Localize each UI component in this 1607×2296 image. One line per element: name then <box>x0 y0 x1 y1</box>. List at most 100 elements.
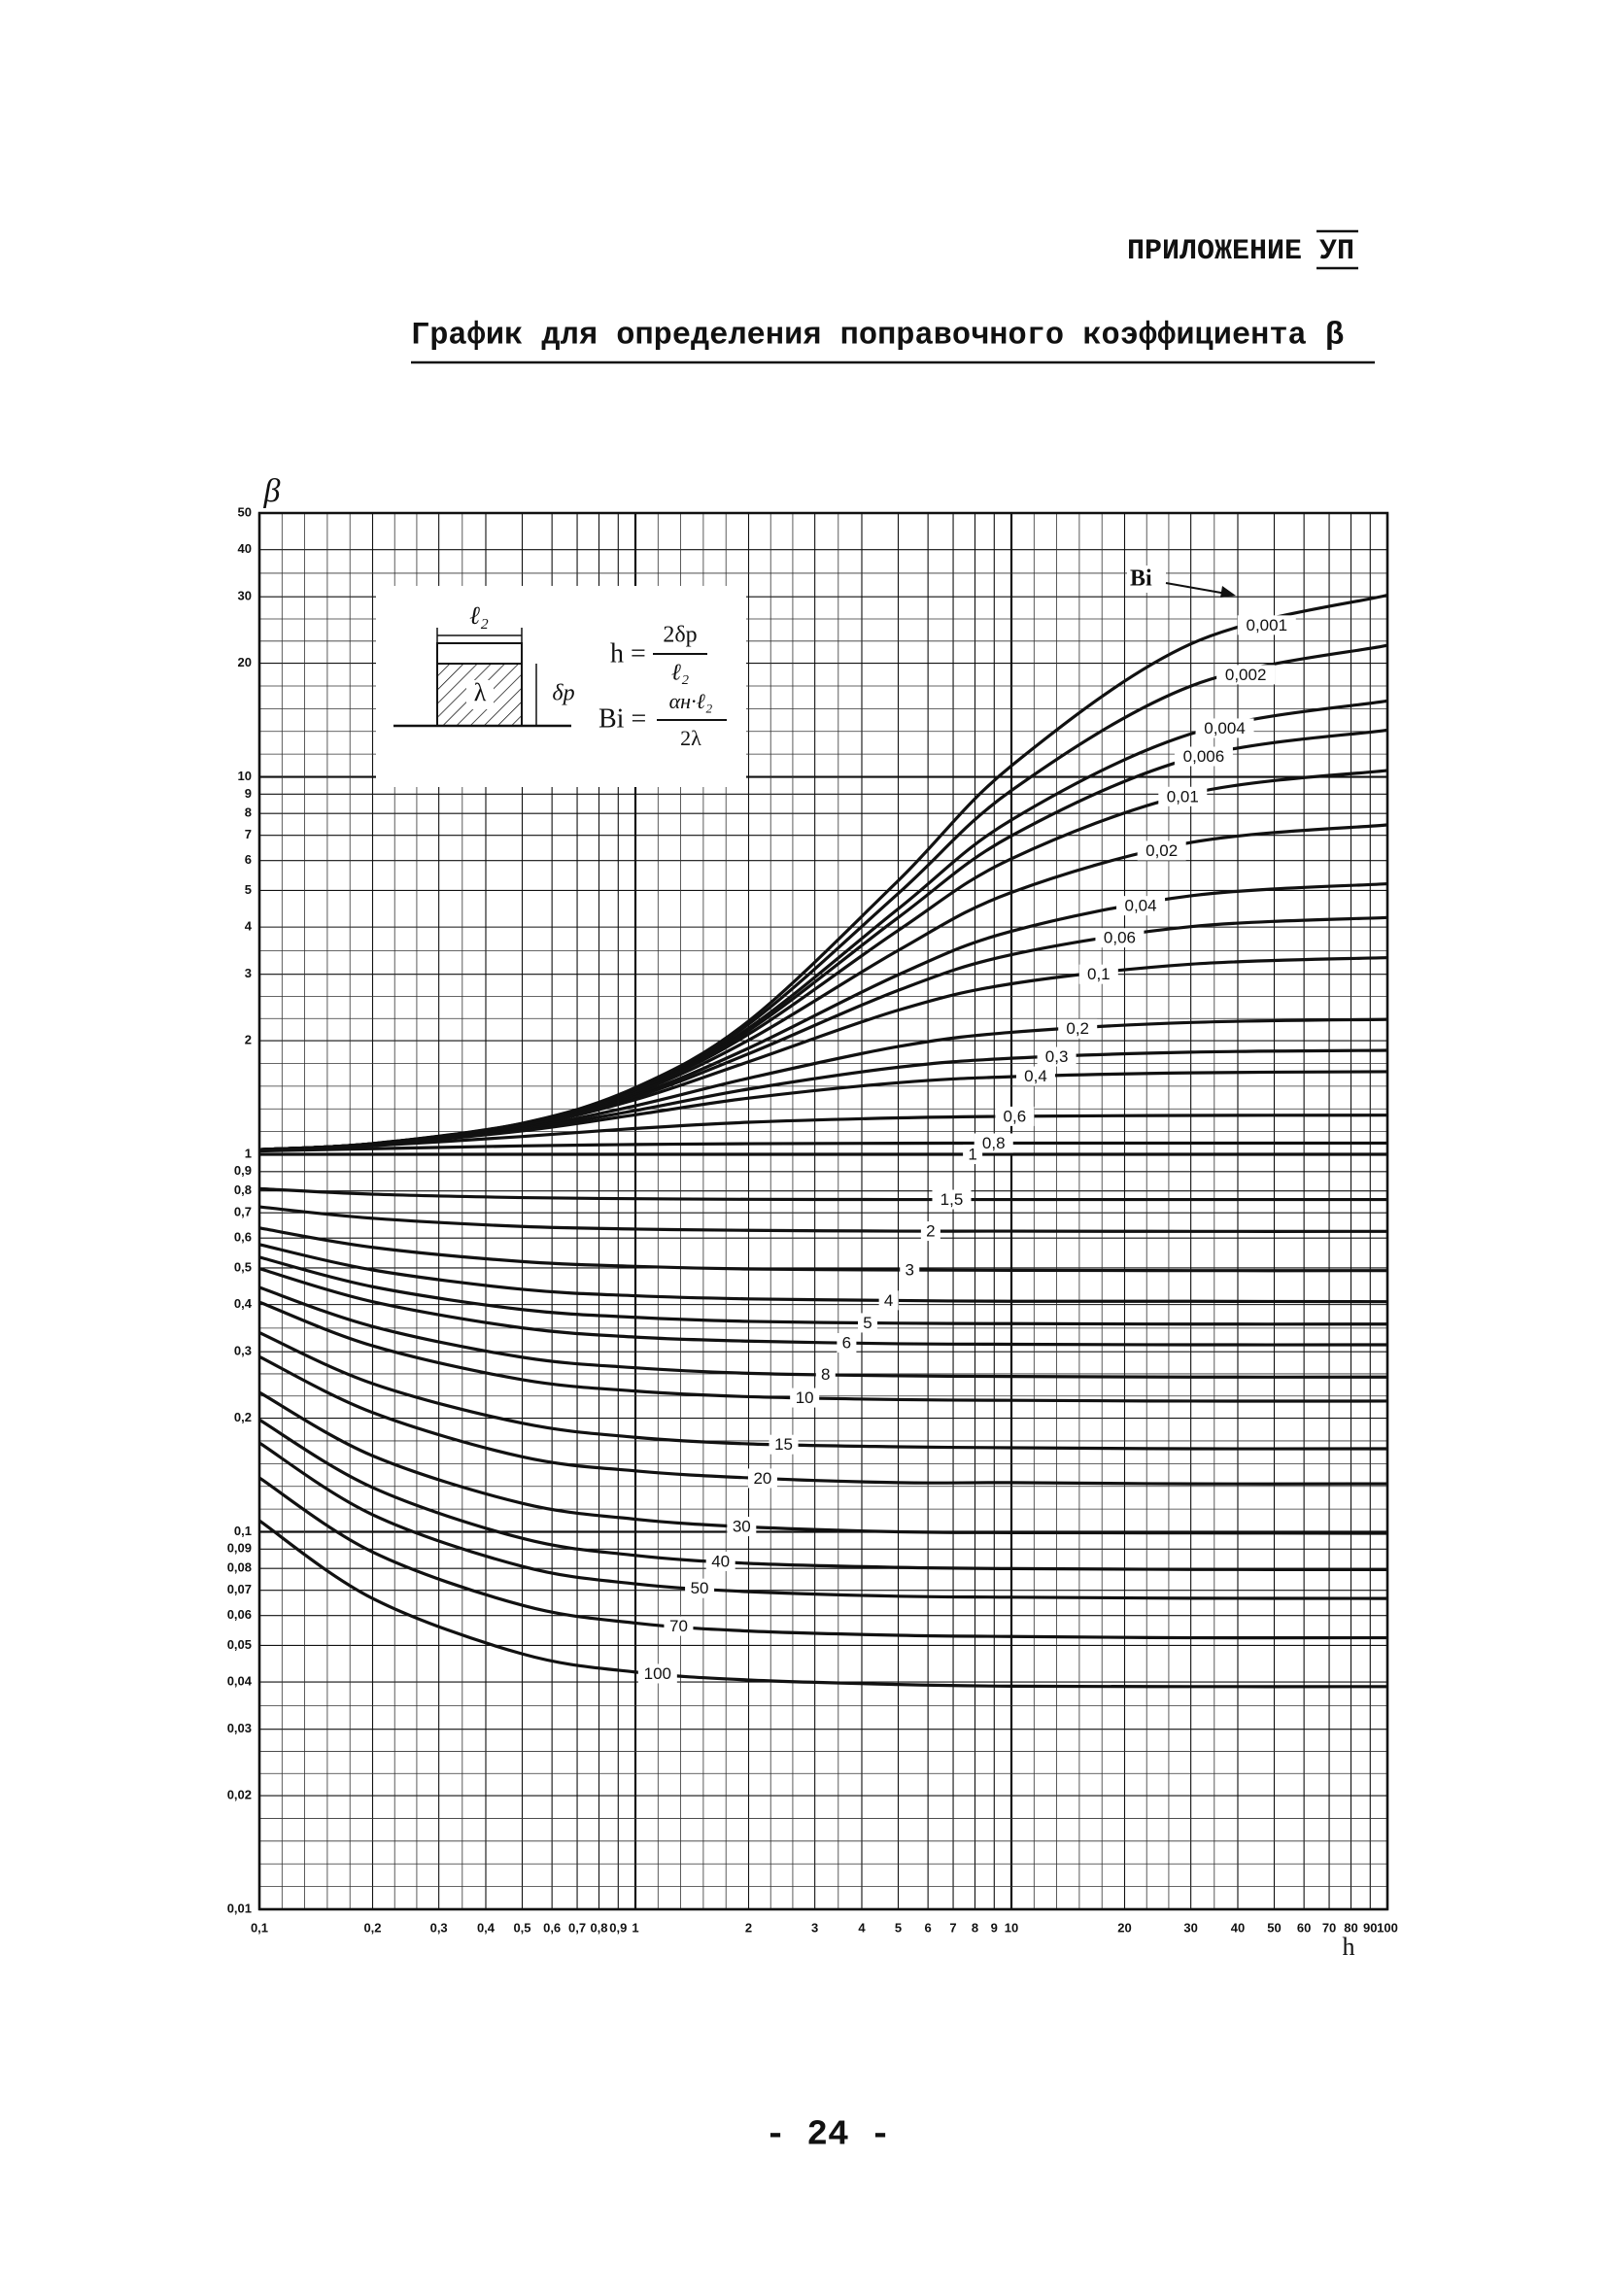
y-tick-label: 8 <box>245 805 252 820</box>
y-tick-label: 0,9 <box>234 1163 252 1178</box>
label-bg <box>769 1434 799 1455</box>
y-tick-label: 2 <box>245 1033 252 1047</box>
x-tick-label: 0,6 <box>543 1920 561 1935</box>
x-axis-label: h <box>1343 1933 1355 1961</box>
formula-bi-lhs: Bi = <box>598 703 646 734</box>
y-tick-label: 0,2 <box>234 1410 252 1424</box>
curve <box>258 1070 1388 1151</box>
curve <box>258 1476 1388 1640</box>
label-bg <box>974 1133 1013 1153</box>
curve <box>258 1226 1388 1273</box>
label-bg <box>1195 718 1254 738</box>
y-axis-label: β <box>263 473 281 509</box>
curve-label: 8 <box>821 1365 830 1384</box>
label-bg <box>1037 1046 1077 1067</box>
label-bg <box>920 1221 940 1242</box>
y-tick-label: 0,3 <box>234 1344 252 1358</box>
curve <box>258 1267 1388 1347</box>
x-tick-label: 3 <box>811 1920 818 1935</box>
x-tick-label: 0,5 <box>513 1920 530 1935</box>
inset: ℓ₂ λ δр h = 2δр ℓ₂ Bi = αн·ℓ₂ 2λ <box>376 586 746 787</box>
y-tick-label: 10 <box>238 769 252 783</box>
label-bg <box>1237 615 1296 635</box>
x-tick-label: 7 <box>949 1920 956 1935</box>
curve-labels: 0,001 0,002 0,004 0,006 0,01 0,02 0,04 0,06 0,1 0… <box>637 615 1296 1684</box>
formula-h-lhs: h = <box>610 638 646 668</box>
y-tick-label: 0,01 <box>227 1901 252 1915</box>
curve <box>258 1114 1388 1152</box>
curve-label: 70 <box>669 1617 688 1635</box>
title: График для определения поправочного коэф… <box>411 317 1344 353</box>
curve-label: 0,001 <box>1246 616 1287 634</box>
label-bg <box>1127 565 1166 593</box>
curve-label: 40 <box>711 1552 730 1570</box>
label-bg <box>727 1517 757 1537</box>
label-bg <box>790 1388 820 1408</box>
curve-label: 30 <box>733 1518 751 1536</box>
curve <box>258 1519 1388 1689</box>
y-tick-label: 0,07 <box>227 1582 252 1596</box>
y-tick-label: 0,03 <box>227 1721 252 1735</box>
y-tick-label: 0,6 <box>234 1230 252 1245</box>
y-tick-label: 40 <box>238 541 252 556</box>
x-tick-label: 100 <box>1377 1920 1398 1935</box>
curve <box>258 1205 1388 1233</box>
curve-label: 4 <box>884 1291 893 1310</box>
curve <box>258 1390 1388 1535</box>
label-bg <box>932 1189 972 1210</box>
label-bg <box>1116 896 1166 916</box>
curve-label: 0,004 <box>1204 719 1246 737</box>
label-bg <box>995 1106 1035 1126</box>
y-tick-label: 0,5 <box>234 1259 252 1274</box>
label-bg <box>685 1578 715 1598</box>
y-tick-label: 0,05 <box>227 1637 252 1652</box>
label-bg <box>963 1145 983 1165</box>
label-bg <box>1174 746 1233 767</box>
arrow <box>1165 582 1233 596</box>
arrow-head <box>1220 586 1236 598</box>
label-bg <box>878 1290 899 1311</box>
curve-label: 100 <box>644 1664 671 1683</box>
label-bg <box>1158 786 1208 806</box>
curve-label: 15 <box>774 1435 793 1454</box>
y-tick-label: 50 <box>238 504 252 519</box>
curve <box>258 1186 1387 1202</box>
label-bg <box>858 1313 878 1333</box>
label-bg <box>900 1260 920 1281</box>
x-tick-label: 10 <box>1005 1920 1018 1935</box>
x-tick-label: 30 <box>1183 1920 1197 1935</box>
x-tick-label: 20 <box>1117 1920 1131 1935</box>
label-bg <box>747 1468 777 1489</box>
y-tick-label: 0,09 <box>227 1541 252 1556</box>
label-bg <box>637 1663 677 1684</box>
curve-label: 50 <box>691 1579 709 1597</box>
x-tick-label: 9 <box>991 1920 998 1935</box>
x-tick-label: 70 <box>1322 1920 1336 1935</box>
label-bg <box>1015 1066 1055 1086</box>
y-tick-label: 0,08 <box>227 1560 252 1575</box>
curve-label: 0,006 <box>1183 747 1225 766</box>
appendix-label: ПРИЛОЖЕНИЕ <box>1127 235 1302 268</box>
y-tick-label: 30 <box>238 589 252 603</box>
page-number: - 24 - <box>765 2115 891 2155</box>
y-tick-label: 1 <box>245 1146 252 1160</box>
plot-frame <box>257 511 1389 1911</box>
label-bg <box>466 680 494 709</box>
formula-h-num: 2δр <box>663 623 697 648</box>
label-bg <box>1078 964 1118 984</box>
label-bg <box>705 1551 735 1571</box>
curve <box>258 1418 1388 1572</box>
curve <box>258 1048 1388 1151</box>
curve <box>258 728 1388 1151</box>
x-tick-label: 40 <box>1231 1920 1245 1935</box>
y-tick-label: 6 <box>245 852 252 867</box>
curve-label: 0,06 <box>1104 929 1136 947</box>
y-tick-label: 4 <box>245 919 253 934</box>
y-tick-label: 0,06 <box>227 1607 252 1622</box>
y-tick-label: 0,02 <box>227 1787 252 1801</box>
curve-label: 0,2 <box>1066 1019 1089 1038</box>
curve-label: 1,5 <box>940 1190 964 1209</box>
x-tick-label: 5 <box>895 1920 902 1935</box>
y-tick-label: 0,1 <box>234 1524 252 1538</box>
